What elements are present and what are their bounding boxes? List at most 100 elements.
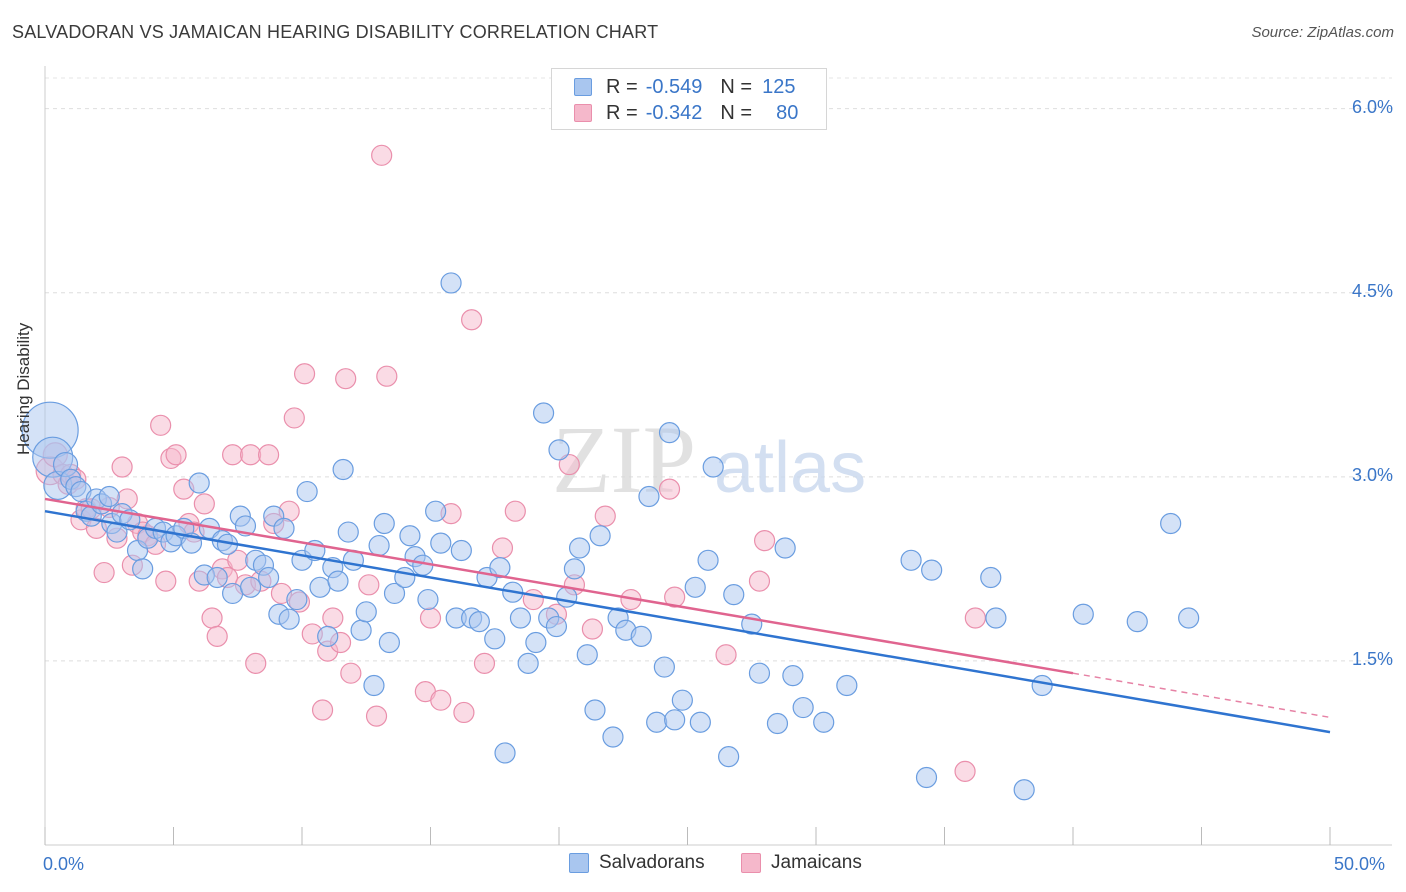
jamaican-point xyxy=(257,444,280,466)
salvadoran-point xyxy=(296,480,318,503)
salvadoran-point xyxy=(836,674,858,697)
salvadoran-point xyxy=(417,588,439,611)
jamaican-point xyxy=(322,607,344,629)
legend-r-value: -0.549 xyxy=(645,75,703,98)
salvadoran-point xyxy=(286,588,308,611)
salvadoran-point xyxy=(1072,603,1094,625)
x-tick-label-max: 50.0% xyxy=(1334,854,1386,874)
jamaican-point xyxy=(293,363,316,385)
salvadoran-point xyxy=(222,582,244,605)
x-tick-label-min: 0.0% xyxy=(43,854,85,874)
salvadoran-point xyxy=(921,559,943,581)
jamaican-point xyxy=(371,144,393,166)
salvadoran-point xyxy=(317,625,339,647)
legend-r-label: R = xyxy=(606,101,638,124)
salvadoran-point xyxy=(509,607,532,629)
salvadoran-point xyxy=(900,549,922,571)
jamaican-point xyxy=(491,537,514,559)
jamaican-point xyxy=(430,689,452,711)
salvadoran-point xyxy=(671,689,693,711)
salvadoran-point xyxy=(517,652,539,674)
legend-row-salvadorans: R = -0.549 N = 125 xyxy=(574,74,795,100)
jamaican-point xyxy=(453,701,475,724)
jamaican-point xyxy=(165,444,187,466)
salvadoran-point xyxy=(563,558,586,580)
salvadoran-point xyxy=(98,485,120,508)
salvadoran-point xyxy=(602,726,624,748)
salvadoran-point xyxy=(718,746,740,768)
salvadoran-point xyxy=(689,711,711,733)
salvadoran-point xyxy=(494,742,516,764)
salvadoran-point xyxy=(440,272,462,294)
salvadoran-point xyxy=(278,608,300,630)
salvadoran-point xyxy=(584,699,606,721)
salvadoran-point xyxy=(985,607,1007,629)
jamaican-point xyxy=(473,652,496,674)
y-tick-label: 4.5% xyxy=(1351,280,1393,301)
series-label-salvadorans: Salvadorans xyxy=(599,852,705,873)
salvadoran-point xyxy=(355,601,377,623)
salvadoran-point xyxy=(792,696,814,719)
salvadoran-point xyxy=(766,712,789,735)
salvadoran-point xyxy=(589,525,611,547)
series-legend: Salvadorans Jamaicans xyxy=(0,852,1406,878)
salvadoran-point xyxy=(548,439,570,461)
jamaican-point xyxy=(245,652,267,674)
jamaican-point xyxy=(358,574,380,596)
salvadoran-point xyxy=(568,537,591,559)
salvadoran-point xyxy=(915,766,938,789)
trend-lines xyxy=(44,497,1331,734)
salvadoran-point xyxy=(1160,512,1182,535)
jamaican-point xyxy=(155,570,177,592)
salvadoran-point xyxy=(1031,674,1053,697)
legend-r-label: R = xyxy=(606,75,638,98)
jamaican-point xyxy=(715,644,737,666)
salvadoran-point xyxy=(525,631,547,654)
salvadoran-point xyxy=(273,517,295,539)
salvadoran-point xyxy=(484,628,506,650)
jamaican-point xyxy=(311,699,334,721)
jamaican-point xyxy=(964,607,986,629)
salvadoran-point xyxy=(383,582,406,605)
y-tick-label: 6.0% xyxy=(1351,96,1393,117)
salvadoran-point xyxy=(240,576,262,598)
jamaican-point xyxy=(193,493,215,515)
correlation-legend: R = -0.549 N = 125 R = -0.342 N = 80 xyxy=(551,68,827,130)
salvadoran-point xyxy=(188,472,210,494)
salvadoran-point xyxy=(132,558,154,580)
salvadoran-point xyxy=(394,566,416,589)
salvadoran-point xyxy=(556,586,578,608)
salvadoran-point xyxy=(576,644,598,666)
jamaican-point xyxy=(954,760,976,782)
legend-swatch-blue xyxy=(574,78,592,96)
legend-n-label: N = xyxy=(720,75,753,98)
salvadoran-point xyxy=(630,625,652,647)
jamaican-point xyxy=(664,586,686,608)
salvadoran-point xyxy=(337,521,359,543)
salvadoran-point xyxy=(309,576,331,598)
salvadoran-point xyxy=(332,458,354,481)
jamaican-point xyxy=(201,607,223,629)
legend-n-label: N = xyxy=(720,101,753,124)
salvadoran-point xyxy=(545,615,568,638)
grid-lines xyxy=(45,77,1392,662)
salvadoran-point xyxy=(468,611,490,633)
legend-swatch-pink xyxy=(574,104,592,122)
salvadoran-point xyxy=(425,500,447,522)
jamaican-point xyxy=(365,705,388,727)
salvadoran-point xyxy=(646,711,668,733)
jamaican-point xyxy=(522,588,544,611)
jamaican-point xyxy=(93,561,115,584)
salvadoran-point xyxy=(1126,611,1148,633)
salvadoran-point xyxy=(980,566,1002,589)
salvadoran-point xyxy=(1013,779,1035,801)
jamaican-point xyxy=(419,607,442,629)
salvadoran-point xyxy=(257,566,280,589)
salvadoran-point xyxy=(368,534,390,557)
salvadoran-point xyxy=(782,665,804,687)
y-tick-label: 3.0% xyxy=(1351,464,1393,485)
series-label-jamaicans: Jamaicans xyxy=(771,852,862,873)
jamaican-point xyxy=(206,625,228,647)
salvadoran-point xyxy=(450,539,472,562)
